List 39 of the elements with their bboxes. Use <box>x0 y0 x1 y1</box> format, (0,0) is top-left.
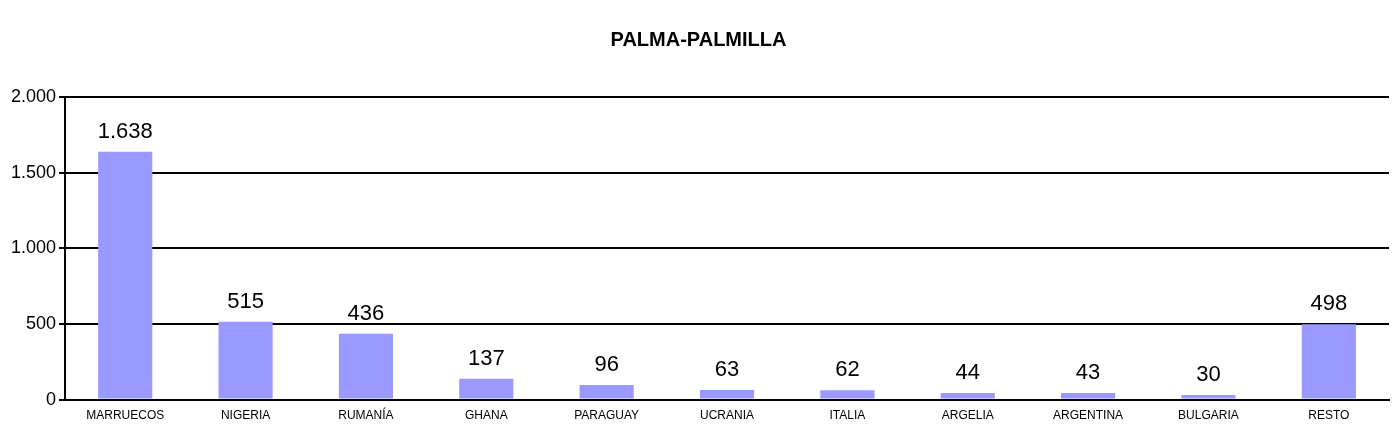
chart-title: PALMA-PALMILLA <box>610 27 787 50</box>
x-tick-label: NIGERIA <box>220 408 271 423</box>
data-label: 62 <box>835 356 860 382</box>
data-label: 436 <box>347 299 385 325</box>
y-tick-label: 1.500 <box>11 161 57 182</box>
data-label: 96 <box>594 351 619 377</box>
bar <box>1061 393 1116 399</box>
y-tick-label: 1.000 <box>11 237 57 258</box>
data-label: 1.638 <box>97 117 153 143</box>
data-label: 44 <box>955 359 980 385</box>
bar <box>820 390 875 399</box>
x-tick-label: UCRANIA <box>700 408 755 423</box>
bar <box>98 151 153 399</box>
data-label: 30 <box>1196 361 1221 387</box>
x-tick-label: MARRUECOS <box>86 408 165 423</box>
bar <box>579 385 634 399</box>
bar <box>1181 395 1236 399</box>
data-label: 63 <box>714 356 740 382</box>
x-tick-label: ARGELIA <box>941 408 994 423</box>
x-tick-label: RESTO <box>1308 408 1350 423</box>
bar <box>940 392 995 399</box>
data-label: 498 <box>1310 290 1348 316</box>
y-tick-label: 0 <box>46 388 57 409</box>
x-tick-label: ARGENTINA <box>1053 408 1124 423</box>
x-tick-label: GHANA <box>464 408 508 423</box>
data-label: 515 <box>227 287 264 313</box>
bar <box>218 321 273 399</box>
bar <box>459 378 514 399</box>
x-tick-label: ITALIA <box>829 408 866 423</box>
y-tick-label: 500 <box>26 312 57 333</box>
x-tick-label: BULGARIA <box>1178 408 1239 423</box>
x-tick-label: PARAGUAY <box>574 408 640 423</box>
y-tick-label: 2.000 <box>11 85 57 106</box>
bar <box>699 390 755 399</box>
data-label: 137 <box>467 344 505 370</box>
bar <box>1301 324 1356 399</box>
bar <box>338 333 394 399</box>
data-label: 43 <box>1075 359 1101 385</box>
x-tick-label: RUMANÍA <box>338 407 394 423</box>
